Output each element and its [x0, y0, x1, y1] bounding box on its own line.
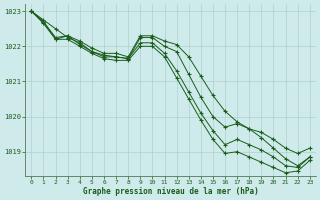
- X-axis label: Graphe pression niveau de la mer (hPa): Graphe pression niveau de la mer (hPa): [83, 187, 259, 196]
